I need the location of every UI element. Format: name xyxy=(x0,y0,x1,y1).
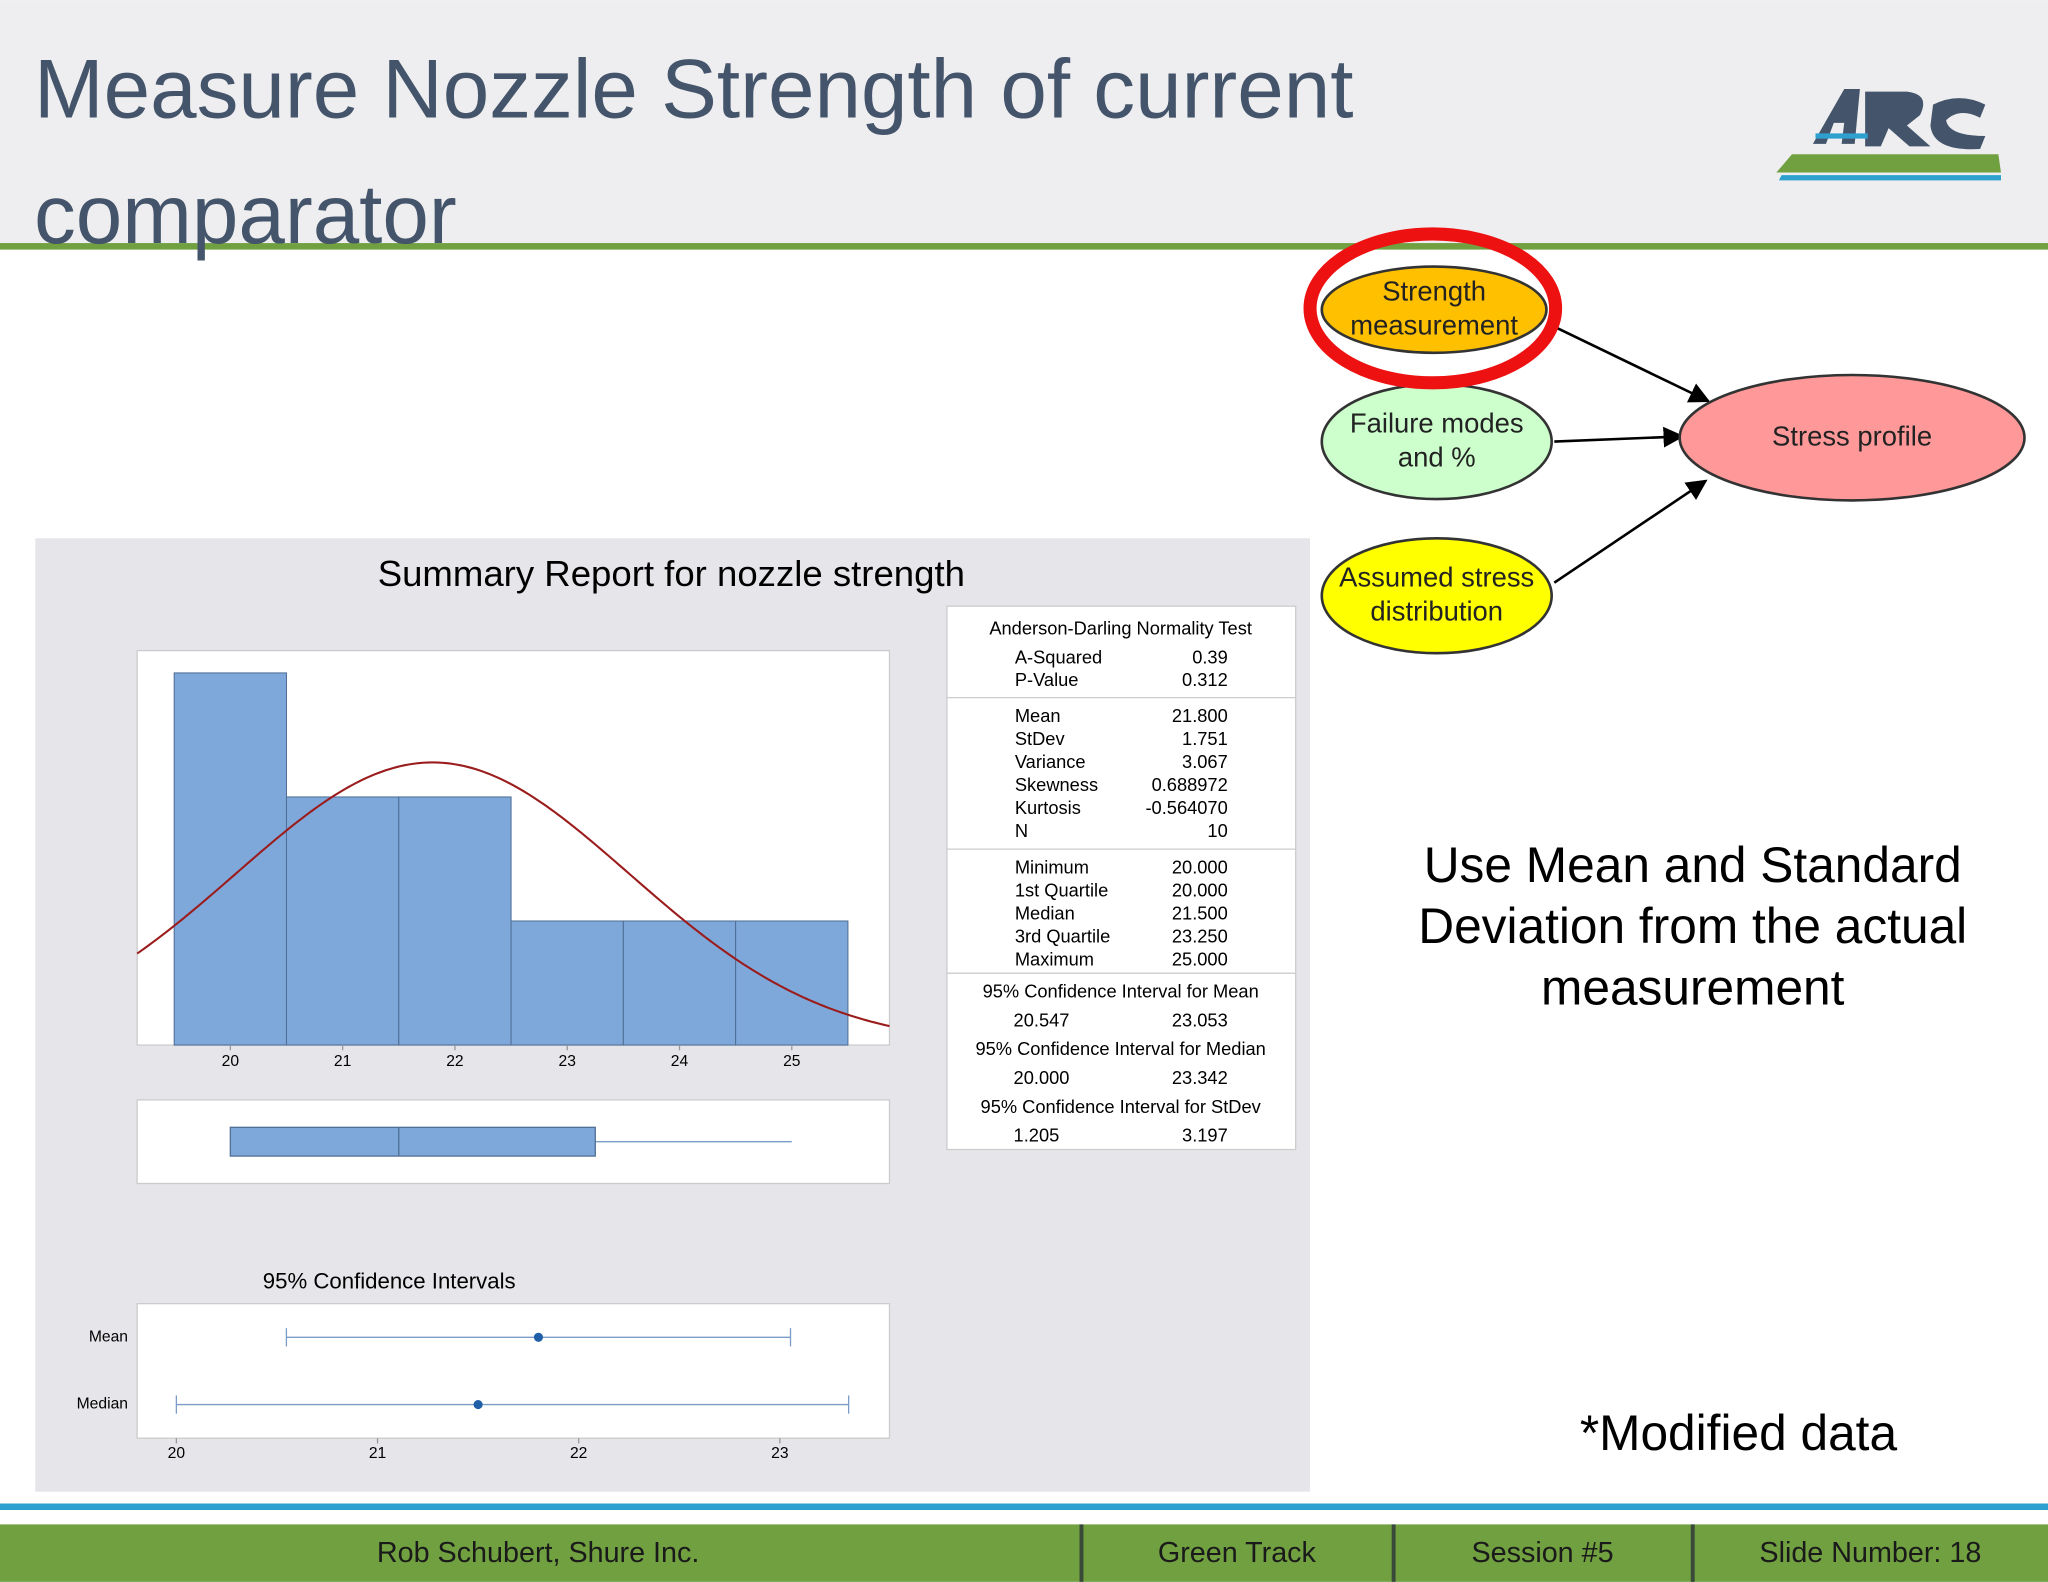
stats-label: Variance xyxy=(1015,751,1086,772)
footer-text: Green Track xyxy=(1158,1537,1317,1569)
header-band xyxy=(0,0,2048,246)
stats-label: 1st Quartile xyxy=(1015,880,1108,901)
x-tick-label: 20 xyxy=(168,1445,186,1462)
node-label-box: Assumed stress distribution xyxy=(1339,563,1535,628)
note-box: Use Mean and Standard Deviation from the… xyxy=(1418,838,1968,1017)
footer-text: Rob Schubert, Shure Inc. xyxy=(377,1537,699,1569)
x-tick-label: 22 xyxy=(570,1445,587,1462)
x-tick-label: 20 xyxy=(222,1053,240,1070)
stats-header: 95% Confidence Interval for Mean xyxy=(983,981,1259,1002)
stats-value: 21.500 xyxy=(1172,903,1228,924)
point xyxy=(533,1332,544,1342)
x-tick-label: 23 xyxy=(771,1445,789,1462)
bar xyxy=(622,920,737,1046)
stats-label: Kurtosis xyxy=(1015,797,1081,818)
stats-header: 95% Confidence Interval for Median xyxy=(975,1038,1265,1059)
stats-value: 23.250 xyxy=(1172,926,1228,947)
x-tick-label: 21 xyxy=(369,1445,386,1462)
stats-value: 1.205 xyxy=(1014,1125,1060,1146)
bar xyxy=(285,796,400,1046)
stats-value: 3.197 xyxy=(1182,1125,1228,1146)
logo xyxy=(1776,88,2001,181)
stats-label: 3rd Quartile xyxy=(1015,926,1110,947)
x-tick-label: 21 xyxy=(334,1053,351,1070)
stats-value: 0.312 xyxy=(1182,669,1228,690)
box xyxy=(229,1126,596,1157)
y-tick-label: Median xyxy=(77,1396,128,1413)
stats-value: 0.39 xyxy=(1192,646,1228,667)
stats-label: Minimum xyxy=(1015,857,1089,878)
bar xyxy=(173,672,288,1046)
stats-label: Skewness xyxy=(1015,774,1098,795)
bar xyxy=(510,920,624,1046)
header-rule xyxy=(0,243,2048,250)
stats-value: 10 xyxy=(1207,820,1227,841)
stats-label: Mean xyxy=(1015,705,1061,726)
arrow xyxy=(1553,479,1708,584)
x-tick-label: 25 xyxy=(783,1053,801,1070)
stats-label: N xyxy=(1015,820,1028,841)
stats-value: 25.000 xyxy=(1172,948,1228,969)
footer-band xyxy=(0,1524,2048,1582)
footer-text: Session #5 xyxy=(1471,1537,1613,1569)
node-label: Stress profile xyxy=(1772,422,1933,453)
bar xyxy=(735,920,849,1046)
stats-value: 23.053 xyxy=(1172,1009,1228,1030)
stats-value: 23.342 xyxy=(1172,1067,1228,1088)
stats-table xyxy=(946,605,1297,1151)
stats-value: 20.000 xyxy=(1014,1067,1070,1088)
x-tick-label: 24 xyxy=(671,1053,689,1070)
bar xyxy=(398,796,512,1046)
stats-value: 20.000 xyxy=(1172,880,1228,901)
stats-header: 95% Confidence Interval for StDev xyxy=(981,1096,1262,1117)
stats-label: P-Value xyxy=(1015,669,1079,690)
note: Use Mean and Standard Deviation from the… xyxy=(1418,838,1968,1017)
point xyxy=(473,1399,483,1410)
node xyxy=(1320,265,1548,355)
stats-header: Anderson-Darling Normality Test xyxy=(989,618,1252,639)
stats-label: Maximum xyxy=(1015,948,1094,969)
stats-value: -0.564070 xyxy=(1145,797,1227,818)
arrow xyxy=(1554,426,1685,448)
stats-value: 20.000 xyxy=(1172,857,1228,878)
x-tick-label: 23 xyxy=(558,1053,576,1070)
node xyxy=(1678,373,2026,502)
node-label-box: Strength measurement xyxy=(1350,277,1518,342)
stats-value: 1.751 xyxy=(1182,728,1228,749)
plot-area xyxy=(136,1302,891,1439)
slide-title: Measure Nozzle Strength of current compa… xyxy=(33,41,1354,262)
stats-value: 0.688972 xyxy=(1152,774,1228,795)
arrow xyxy=(1553,325,1711,403)
stats-value: 3.067 xyxy=(1182,751,1228,772)
node xyxy=(1320,536,1553,655)
fit-curve xyxy=(136,761,890,1028)
node-label-box: Failure modes and % xyxy=(1349,408,1524,473)
node-label: Strength measurement xyxy=(1350,277,1518,342)
x-tick-label: 22 xyxy=(446,1053,463,1070)
modified-note: *Modified data xyxy=(1580,1405,1898,1461)
y-tick-label: Mean xyxy=(89,1328,128,1345)
footer-text: Slide Number: 18 xyxy=(1759,1537,1981,1569)
stats-label: StDev xyxy=(1015,728,1066,749)
title-box: Measure Nozzle Strength of current compa… xyxy=(33,41,1354,262)
node-label: Failure modes and % xyxy=(1349,408,1524,473)
stats-label: A-Squared xyxy=(1015,646,1102,667)
stats-value: 20.547 xyxy=(1014,1009,1070,1030)
stats-label: Median xyxy=(1015,903,1075,924)
chart-title: 95% Confidence Intervals xyxy=(263,1269,516,1294)
highlight-ring xyxy=(1303,227,1563,390)
footer-rule xyxy=(0,1503,2048,1511)
node-label: Assumed stress distribution xyxy=(1339,563,1535,628)
node-label-box: Stress profile xyxy=(1772,422,1933,453)
stats-value: 21.800 xyxy=(1172,705,1228,726)
report-title: Summary Report for nozzle strength xyxy=(378,553,965,594)
